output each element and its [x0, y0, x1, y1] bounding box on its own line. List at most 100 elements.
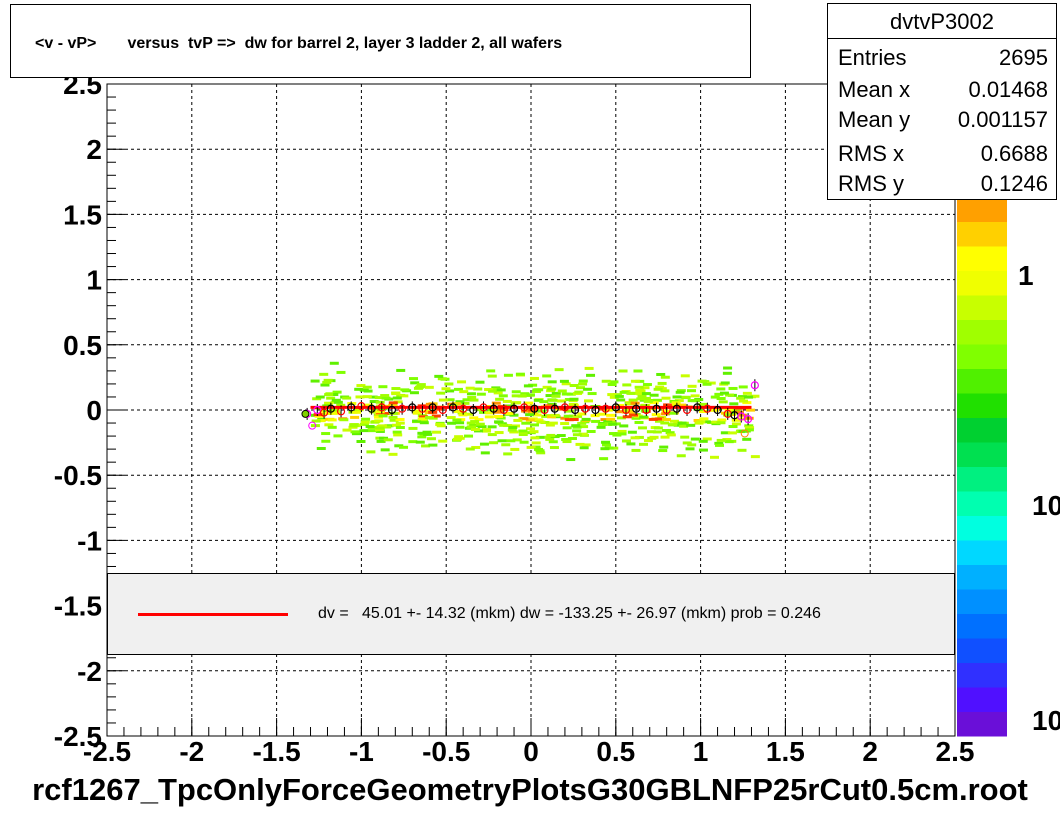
heatmap-cell [452, 418, 462, 422]
heatmap-cell [331, 398, 341, 402]
heatmap-cell [562, 426, 572, 430]
profile-point [489, 404, 498, 413]
heatmap-cell [469, 398, 479, 402]
heatmap-cell [525, 413, 535, 417]
heatmap-cell [635, 388, 645, 392]
colorbar-label: 10 [1032, 490, 1060, 521]
heatmap-cell [597, 422, 607, 426]
heatmap-cell [366, 450, 376, 454]
heatmap-cell [609, 446, 619, 450]
heatmap-cell [669, 419, 679, 423]
heatmap-cell [641, 392, 651, 396]
heatmap-cell [438, 398, 448, 402]
profile-point [540, 405, 549, 415]
y-tick-label: 1 [86, 265, 102, 296]
palette-band [957, 442, 1007, 467]
heatmap-cell [378, 385, 388, 389]
heatmap-cell [734, 410, 744, 414]
heatmap-cell [312, 397, 322, 401]
y-tick-label: -0.5 [54, 460, 102, 491]
profile-point [479, 403, 488, 412]
heatmap-cell [569, 417, 579, 421]
heatmap-cell [690, 394, 700, 398]
colorbar-labels: 1 10 10 [1018, 260, 1060, 736]
heatmap-cell [551, 394, 561, 398]
y-tick-label: -1 [77, 525, 102, 556]
heatmap-cell [547, 387, 557, 391]
heatmap-cell [423, 432, 433, 436]
heatmap-cell [421, 444, 431, 448]
heatmap-cell [336, 403, 346, 407]
heatmap-cell [441, 387, 451, 391]
palette-band [957, 515, 1007, 541]
heatmap-cell [583, 399, 593, 403]
heatmap-cell [531, 445, 541, 449]
heatmap-cell [630, 436, 640, 440]
heatmap-cell [578, 432, 588, 436]
heatmap-cell [631, 448, 641, 452]
heatmap-cell [319, 372, 329, 376]
heatmap-cell [701, 420, 711, 424]
palette-band [957, 417, 1007, 443]
heatmap-cell [648, 417, 658, 421]
heatmap-cell [412, 409, 422, 413]
heatmap-cell [350, 415, 360, 419]
heatmap-cell [485, 411, 495, 415]
heatmap-cell [446, 421, 456, 425]
heatmap-cell [615, 410, 625, 414]
profile-point [621, 405, 631, 415]
heatmap-cell [661, 429, 671, 433]
heatmap-cell [530, 436, 540, 440]
heatmap-cell [677, 421, 687, 425]
heatmap-cell [546, 389, 556, 393]
heatmap-cell [409, 377, 419, 381]
heatmap-cell [649, 401, 659, 405]
heatmap-cell [350, 430, 360, 434]
heatmap-cell [359, 429, 369, 433]
heatmap-cell [342, 428, 352, 432]
heatmap-cell [577, 421, 587, 425]
heatmap-cell [361, 417, 371, 421]
profile-point [319, 408, 329, 417]
heatmap-cell [519, 440, 529, 444]
heatmap-cell [716, 438, 726, 442]
heatmap-cell [484, 388, 494, 392]
heatmap-cell [470, 420, 480, 424]
heatmap-cell [581, 443, 591, 447]
heatmap-cell [657, 381, 667, 385]
profile-point [408, 403, 417, 412]
heatmap-cell [655, 385, 665, 389]
heatmap-cell [702, 437, 712, 441]
heatmap-cell [537, 409, 547, 413]
heatmap-cell [458, 413, 468, 417]
heatmap-cell [574, 390, 584, 394]
heatmap-cell [368, 395, 378, 399]
heatmap-cell [329, 392, 339, 396]
heatmap-cell [375, 428, 385, 432]
stats-label: Mean y [838, 107, 911, 132]
heatmap-cell [545, 423, 555, 427]
legend-line-swatch [138, 613, 288, 616]
heatmap-cell [600, 447, 610, 451]
heatmap-cell [362, 385, 372, 389]
heatmap-cell [524, 401, 534, 405]
heatmap-cell [501, 443, 511, 447]
heatmap-cell [535, 435, 545, 439]
heatmap-cell [480, 451, 490, 455]
stats-label: RMS x [838, 141, 904, 166]
profile-point [560, 403, 570, 412]
heatmap-cell [606, 413, 616, 417]
heatmap-cell [687, 384, 697, 388]
heatmap-cell [727, 431, 737, 435]
heatmap-cell [464, 412, 474, 416]
palette-band [957, 662, 1007, 688]
heatmap-cell [750, 394, 760, 398]
heatmap-cell [600, 418, 610, 422]
heatmap-cell [426, 437, 436, 441]
heatmap-cell [561, 382, 571, 386]
palette-band [957, 540, 1007, 565]
heatmap-cell [731, 422, 741, 426]
heatmap-cell [494, 409, 504, 413]
heatmap-cell [607, 393, 617, 397]
heatmap-cell [719, 391, 729, 395]
